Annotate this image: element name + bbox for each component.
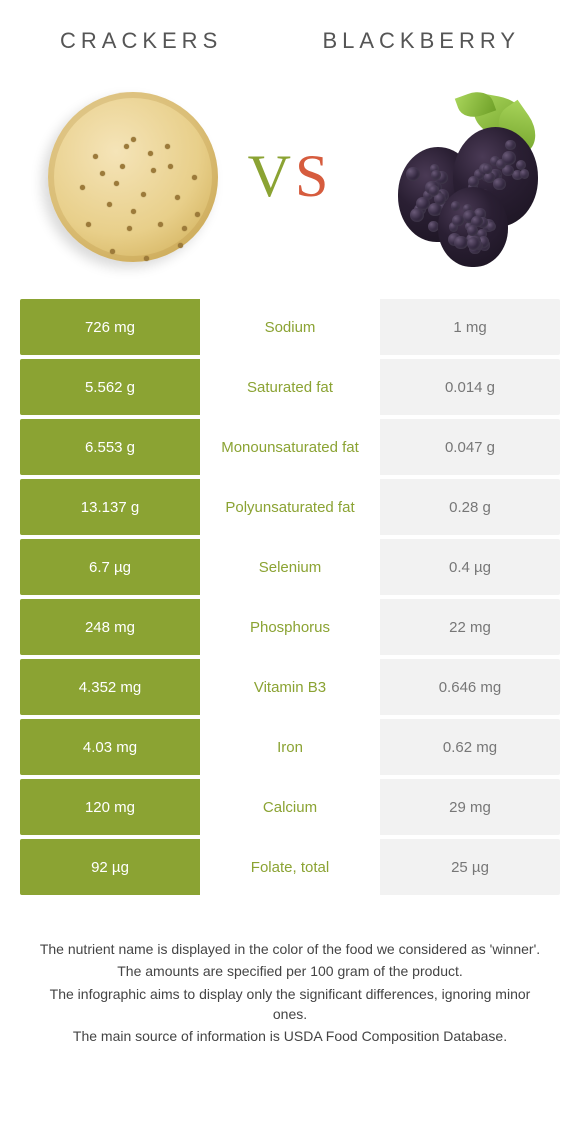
footnote-line: The infographic aims to display only the… — [36, 984, 544, 1025]
table-row: 4.03 mgIron0.62 mg — [20, 719, 560, 775]
right-value-cell: 0.014 g — [380, 359, 560, 415]
right-value-cell: 0.62 mg — [380, 719, 560, 775]
nutrient-name-cell: Phosphorus — [200, 599, 380, 655]
vs-v: V — [248, 143, 295, 209]
left-value-cell: 92 µg — [20, 839, 200, 895]
nutrient-name-cell: Folate, total — [200, 839, 380, 895]
right-value-cell: 0.047 g — [380, 419, 560, 475]
vs-label: VS — [248, 142, 333, 211]
right-value-cell: 22 mg — [380, 599, 560, 655]
left-value-cell: 4.352 mg — [20, 659, 200, 715]
blackberry-image — [355, 84, 540, 269]
nutrient-name-cell: Polyunsaturated fat — [200, 479, 380, 535]
left-value-cell: 726 mg — [20, 299, 200, 355]
left-value-cell: 5.562 g — [20, 359, 200, 415]
nutrient-name-cell: Vitamin B3 — [200, 659, 380, 715]
left-value-cell: 6.553 g — [20, 419, 200, 475]
right-value-cell: 1 mg — [380, 299, 560, 355]
foods-hero-row: VS — [0, 64, 580, 299]
right-value-cell: 25 µg — [380, 839, 560, 895]
left-value-cell: 6.7 µg — [20, 539, 200, 595]
header: Crackers Blackberry — [0, 0, 580, 64]
table-row: 726 mgSodium1 mg — [20, 299, 560, 355]
left-value-cell: 13.137 g — [20, 479, 200, 535]
nutrient-name-cell: Selenium — [200, 539, 380, 595]
right-value-cell: 0.4 µg — [380, 539, 560, 595]
left-value-cell: 4.03 mg — [20, 719, 200, 775]
right-food-title: Blackberry — [322, 28, 520, 54]
nutrient-name-cell: Monounsaturated fat — [200, 419, 380, 475]
left-value-cell: 120 mg — [20, 779, 200, 835]
vs-s: S — [295, 143, 332, 209]
footnotes: The nutrient name is displayed in the co… — [0, 899, 580, 1046]
nutrient-name-cell: Iron — [200, 719, 380, 775]
table-row: 6.553 gMonounsaturated fat0.047 g — [20, 419, 560, 475]
right-value-cell: 29 mg — [380, 779, 560, 835]
comparison-table: 726 mgSodium1 mg5.562 gSaturated fat0.01… — [0, 299, 580, 895]
left-value-cell: 248 mg — [20, 599, 200, 655]
table-row: 6.7 µgSelenium0.4 µg — [20, 539, 560, 595]
right-value-cell: 0.646 mg — [380, 659, 560, 715]
cracker-image — [40, 84, 225, 269]
nutrient-name-cell: Calcium — [200, 779, 380, 835]
table-row: 92 µgFolate, total25 µg — [20, 839, 560, 895]
table-row: 248 mgPhosphorus22 mg — [20, 599, 560, 655]
footnote-line: The amounts are specified per 100 gram o… — [36, 961, 544, 981]
nutrient-name-cell: Sodium — [200, 299, 380, 355]
footnote-line: The nutrient name is displayed in the co… — [36, 939, 544, 959]
footnote-line: The main source of information is USDA F… — [36, 1026, 544, 1046]
table-row: 4.352 mgVitamin B30.646 mg — [20, 659, 560, 715]
nutrient-name-cell: Saturated fat — [200, 359, 380, 415]
table-row: 13.137 gPolyunsaturated fat0.28 g — [20, 479, 560, 535]
table-row: 5.562 gSaturated fat0.014 g — [20, 359, 560, 415]
left-food-title: Crackers — [60, 28, 222, 54]
table-row: 120 mgCalcium29 mg — [20, 779, 560, 835]
right-value-cell: 0.28 g — [380, 479, 560, 535]
